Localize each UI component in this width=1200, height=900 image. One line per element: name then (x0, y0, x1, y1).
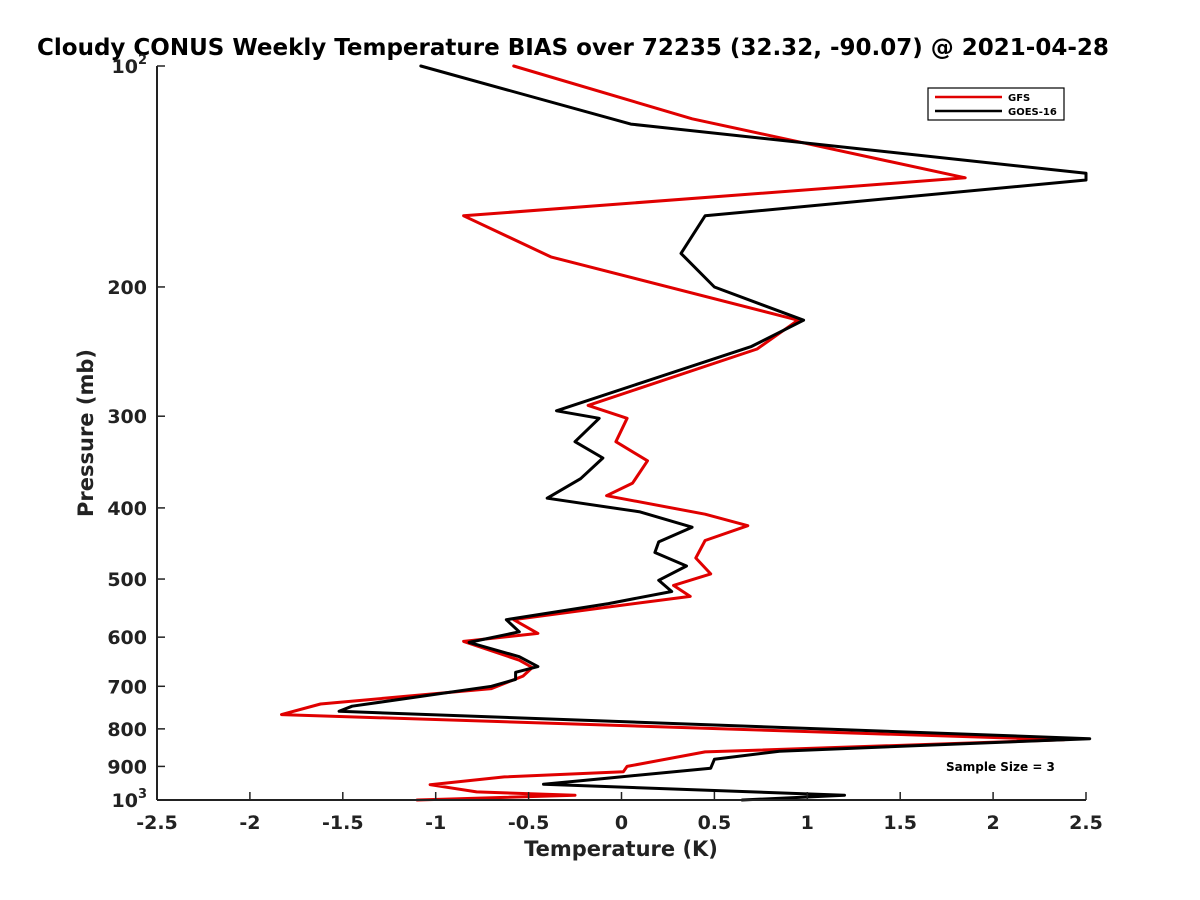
y-tick-label: 400 (107, 498, 147, 520)
x-tick-label: 1 (801, 812, 814, 834)
y-tick-label: 103 (112, 787, 148, 812)
chart-title: Cloudy CONUS Weekly Temperature BIAS ove… (37, 35, 1109, 61)
plot-lines (282, 66, 1090, 800)
x-tick-label: 2 (986, 812, 999, 834)
x-tick-label: 2.5 (1069, 812, 1103, 834)
legend: GFS GOES-16 (928, 88, 1064, 120)
y-tick-label: 300 (107, 406, 147, 428)
x-tick-label: 1.5 (883, 812, 917, 834)
x-tick-label: -0.5 (508, 812, 550, 834)
x-tick-label: -2.5 (136, 812, 178, 834)
series-line-goes-16 (339, 66, 1090, 800)
y-tick-label: 900 (107, 756, 147, 778)
x-tick-label: 0 (615, 812, 628, 834)
y-tick-label: 200 (107, 277, 147, 299)
y-axis-label: Pressure (mb) (74, 349, 98, 517)
y-tick-label: 102 (112, 53, 148, 78)
y-tick-label: 700 (107, 676, 147, 698)
sample-size-annotation: Sample Size = 3 (946, 760, 1055, 774)
y-tick-label: 600 (107, 627, 147, 649)
legend-label-gfs: GFS (1008, 93, 1030, 104)
series-line-gfs (282, 66, 1064, 800)
x-axis-ticks: -2.5 -2 -1.5 -1 -0.5 0 0.5 1 1.5 2 2.5 (136, 792, 1103, 834)
y-tick-label: 800 (107, 719, 147, 741)
x-tick-label: -2 (239, 812, 260, 834)
legend-label-goes-16: GOES-16 (1008, 107, 1057, 118)
x-tick-label: -1.5 (322, 812, 364, 834)
x-tick-label: 0.5 (698, 812, 732, 834)
y-tick-label: 500 (107, 569, 147, 591)
x-tick-label: -1 (425, 812, 446, 834)
x-axis-label: Temperature (K) (524, 837, 718, 861)
